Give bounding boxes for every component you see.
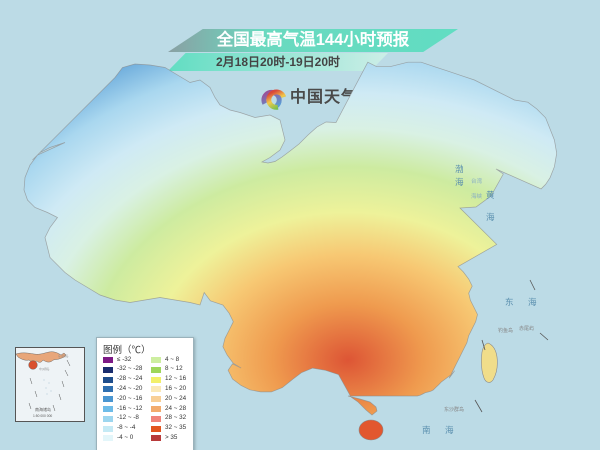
svg-text:海: 海 <box>528 297 537 307</box>
svg-text:赤尾屿: 赤尾屿 <box>519 325 534 332</box>
svg-text:台湾: 台湾 <box>471 177 483 185</box>
svg-text:海: 海 <box>486 212 495 222</box>
svg-text:1:50 000 000: 1:50 000 000 <box>33 414 52 418</box>
svg-text:东沙群岛: 东沙群岛 <box>444 406 464 413</box>
svg-text:黄: 黄 <box>486 190 495 200</box>
svg-text:中沙群岛: 中沙群岛 <box>39 367 50 371</box>
svg-text:南海诸岛: 南海诸岛 <box>35 406 51 412</box>
svg-text:海: 海 <box>455 177 464 187</box>
svg-text:海峡: 海峡 <box>471 192 483 200</box>
svg-text:渤: 渤 <box>455 164 464 174</box>
svg-text:东: 东 <box>505 297 514 307</box>
svg-text:钓鱼岛: 钓鱼岛 <box>498 327 513 334</box>
svg-text:南: 南 <box>422 425 431 435</box>
svg-text:东沙群岛: 东沙群岛 <box>58 354 69 358</box>
svg-text:海: 海 <box>445 425 454 435</box>
